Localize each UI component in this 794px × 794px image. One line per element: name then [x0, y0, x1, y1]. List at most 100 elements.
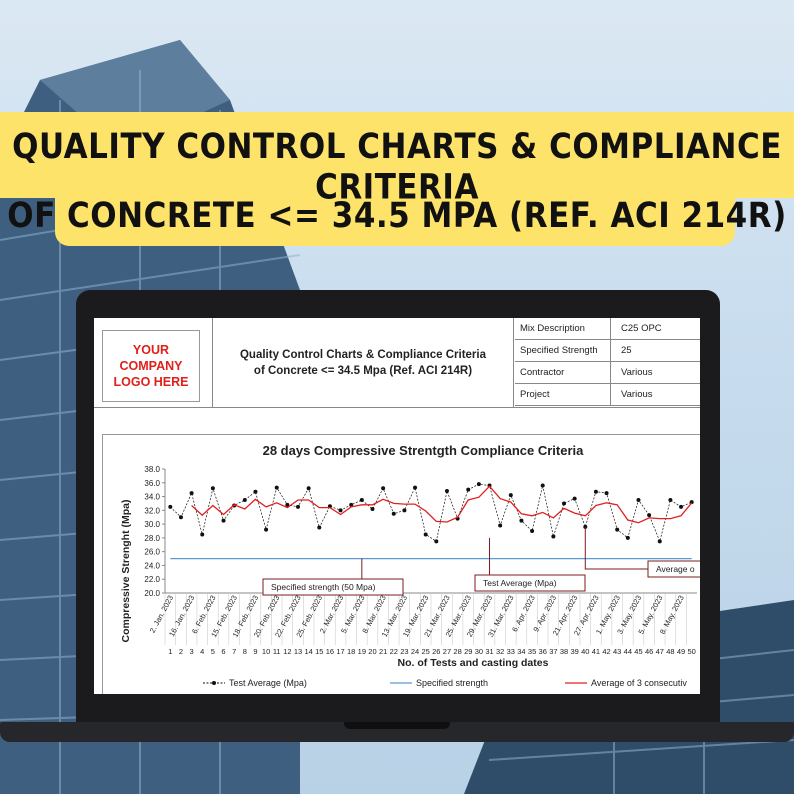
test-number-label: 26	[432, 647, 440, 656]
test-average-point	[274, 485, 279, 490]
info-value[interactable]: Various	[621, 367, 653, 378]
legend-label-average-of-3: Average of 3 consecutiv	[591, 678, 687, 688]
test-number-label: 11	[273, 647, 281, 656]
test-number-label: 43	[613, 647, 621, 656]
y-tick-label: 28.0	[144, 534, 160, 543]
banner-background-lower	[55, 190, 735, 246]
test-average-point	[338, 508, 343, 513]
legend-label-specified: Specified strength	[416, 678, 488, 688]
test-number-label: 17	[336, 647, 344, 656]
report-header: YOUR COMPANY LOGO HERE Quality Control C…	[94, 318, 700, 408]
y-tick-label: 20.0	[144, 589, 160, 598]
test-number-label: 20	[368, 647, 376, 656]
test-average-point	[498, 523, 503, 528]
test-average-point	[508, 493, 513, 498]
series-line-average-of-3	[191, 485, 693, 524]
y-tick-label: 32.0	[144, 506, 160, 515]
test-average-point	[657, 539, 662, 544]
y-tick-label: 24.0	[144, 561, 160, 570]
test-number-label: 1	[168, 647, 172, 656]
test-number-label: 23	[400, 647, 408, 656]
test-average-point	[519, 518, 524, 523]
test-number-label: 9	[253, 647, 257, 656]
compliance-chart: 28 days Compressive Strentgth Compliance…	[120, 443, 700, 688]
test-number-label: 39	[570, 647, 578, 656]
test-average-point	[391, 511, 396, 516]
report-title-line2: of Concrete <= 34.5 Mpa (Ref. ACI 214R)	[253, 365, 473, 377]
test-average-point	[189, 491, 194, 496]
logo-text: YOUR COMPANY LOGO HERE	[113, 343, 189, 389]
info-label: Specified Strength	[515, 340, 611, 361]
y-tick-label: 30.0	[144, 520, 160, 529]
test-average-point	[562, 501, 566, 506]
legend-label-test-average: Test Average (Mpa)	[229, 678, 307, 688]
test-number-label: 35	[528, 647, 536, 656]
test-average-point	[636, 498, 641, 502]
test-number-label: 36	[539, 647, 547, 656]
test-number-label: 42	[602, 647, 610, 656]
test-number-label: 13	[294, 647, 302, 656]
test-average-point	[285, 502, 290, 507]
info-value[interactable]: Various	[621, 389, 653, 400]
test-average-point	[210, 486, 215, 491]
info-value[interactable]: C25 OPC	[621, 323, 662, 334]
annotation-text: Average o	[656, 564, 695, 574]
info-row: Specified Strength 25	[515, 340, 700, 362]
test-number-label: 19	[358, 647, 366, 656]
test-number-label: 47	[656, 647, 664, 656]
test-number-label: 48	[666, 647, 674, 656]
test-number-label: 24	[411, 647, 419, 656]
test-number-label: 8	[243, 647, 247, 656]
banner-title-line2: OF CONCRETE <= 34.5 MPA (REF. ACI 214R)	[7, 195, 787, 237]
y-axis-label: Compressive Strenght (Mpa)	[120, 500, 132, 643]
test-number-label: 4	[200, 647, 204, 656]
test-average-point	[242, 498, 247, 502]
test-average-point	[178, 515, 183, 520]
test-average-point	[572, 496, 577, 501]
report-title: Quality Control Charts & Compliance Crit…	[212, 318, 514, 408]
company-logo-placeholder: YOUR COMPANY LOGO HERE	[102, 330, 200, 402]
chart-title: 28 days Compressive Strentgth Compliance…	[263, 443, 585, 458]
test-average-point	[200, 532, 205, 537]
test-number-label: 21	[379, 647, 387, 656]
test-average-point	[530, 529, 535, 533]
y-tick-label: 26.0	[144, 548, 160, 557]
info-row: Contractor Various	[515, 362, 700, 384]
test-number-label: 32	[496, 647, 504, 656]
test-number-label: 41	[592, 647, 600, 656]
annotation-box	[474, 574, 586, 592]
test-average-point	[221, 518, 226, 523]
test-number-label: 40	[581, 647, 589, 656]
test-average-point	[668, 498, 673, 502]
y-tick-label: 38.0	[144, 465, 160, 474]
laptop-notch	[344, 722, 450, 729]
test-number-label: 16	[326, 647, 334, 656]
test-number-label: 7	[232, 647, 236, 656]
test-number-label: 5	[211, 647, 215, 656]
info-row: Project Various	[515, 384, 700, 406]
chart-panel[interactable]: 28 days Compressive Strentgth Compliance…	[102, 434, 700, 694]
test-average-point	[444, 489, 449, 494]
legend-marker-test-average	[212, 681, 216, 685]
test-average-point	[466, 487, 471, 492]
info-label: Mix Description	[515, 318, 611, 339]
test-number-label: 50	[688, 647, 696, 656]
info-value[interactable]: 25	[621, 345, 632, 356]
report-title-line1: Quality Control Charts & Compliance Crit…	[239, 349, 486, 361]
annotation-text: Specified strength (50 Mpa)	[271, 582, 376, 592]
y-tick-label: 34.0	[144, 493, 160, 502]
test-average-point	[370, 506, 375, 511]
test-average-point	[306, 486, 311, 491]
test-average-point	[593, 489, 598, 494]
test-number-label: 49	[677, 647, 685, 656]
mix-info-table: Mix Description C25 OPC Specified Streng…	[515, 318, 700, 406]
laptop-base	[0, 722, 794, 742]
test-number-label: 25	[422, 647, 430, 656]
test-number-label: 29	[464, 647, 472, 656]
info-label: Contractor	[515, 362, 611, 383]
test-average-point	[253, 489, 258, 494]
test-number-label: 15	[315, 647, 323, 656]
test-average-point	[615, 527, 620, 532]
test-number-label: 22	[390, 647, 398, 656]
test-number-label: 14	[304, 647, 312, 656]
